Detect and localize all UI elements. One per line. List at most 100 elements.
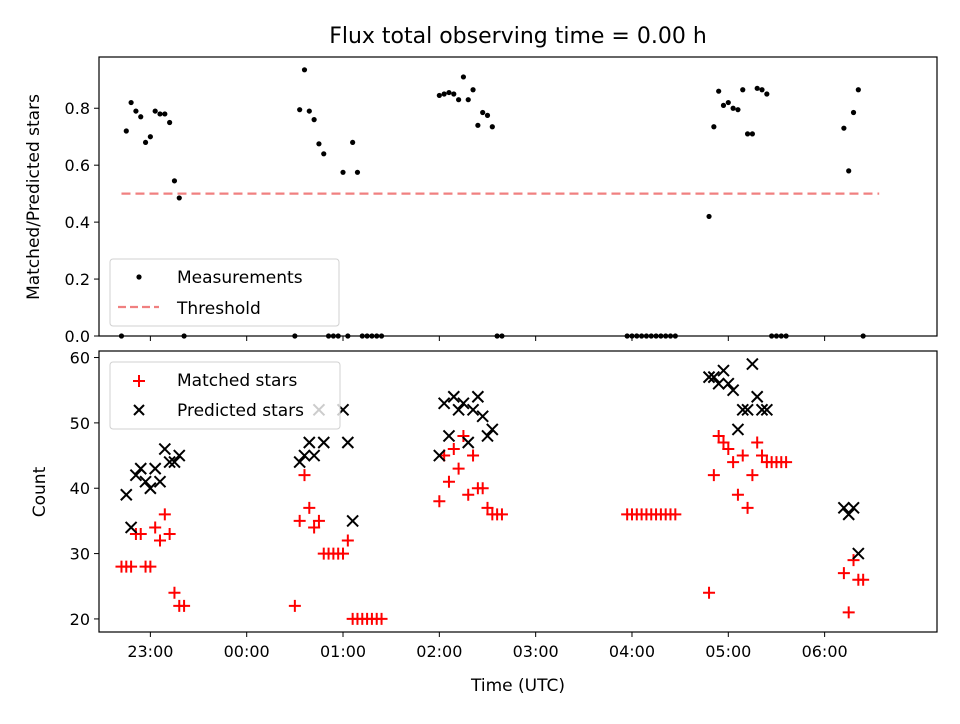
measurement-point [142,139,149,146]
predicted-star-point [471,390,485,403]
matched-star-point [154,534,167,547]
top-y-tick-label: 0.4 [65,213,90,232]
top-y-axis-label: Matched/Predicted stars [24,94,44,300]
predicted-star-point [731,423,745,436]
predicted-star-point [163,455,176,469]
predicted-star-point [707,370,721,384]
measurement-point [306,108,312,114]
matched-star-point [341,534,354,547]
predicted-star-point [144,482,157,495]
measurement-point [441,91,447,97]
matched-star-point [727,456,740,469]
matched-star-point [842,606,855,619]
measurement-point [171,178,178,184]
predicted-star-point [158,442,172,456]
predicted-star-point [746,357,759,371]
matched-star-point [125,560,138,573]
measurement-point [841,125,847,131]
legend-measurements-dot [136,274,142,280]
legend-matched-marker [133,375,145,387]
measurement-point [176,195,182,201]
matched-star-point [857,573,870,586]
measurement-point [744,131,751,137]
matched-star-point [717,436,730,449]
predicted-star-point [303,436,316,449]
top-legend: Measurements Threshold [109,258,340,327]
measurement-point [740,87,746,93]
measurement-point [162,111,168,117]
bottom-y-axis-label: Count [30,466,50,517]
measurement-point [138,114,144,120]
predicted-star-point [124,521,138,534]
matched-star-point [308,521,321,534]
matched-star-point [746,469,759,482]
predicted-star-point [755,403,769,417]
measurement-point [456,97,462,103]
matched-star-point [780,456,793,469]
top-y-tick-label: 0.0 [65,327,90,346]
x-tick-label: 01:00 [320,642,366,661]
predicted-star-point [847,501,860,515]
measurement-point [446,89,452,96]
predicted-star-point [317,436,330,449]
matched-star-point [337,547,350,560]
matched-star-point [462,488,475,501]
matched-star-point [433,495,446,508]
x-tick-label: 04:00 [609,642,655,661]
predicted-star-point [842,508,855,521]
measurement-point [480,109,486,116]
measurement-point [460,74,467,80]
legend-matched-label: Matched stars [177,371,297,391]
matched-star-point [457,429,470,442]
predicted-star-point [462,436,475,449]
predicted-star-point [486,423,499,436]
matched-star-point [288,599,301,612]
top-legend-box [109,258,340,327]
matched-star-point [375,612,388,625]
matched-star-point [707,469,720,482]
matched-star-point [736,449,749,462]
bottom-plot-frame [98,350,938,633]
predicted-star-point [148,462,162,475]
matched-star-point [452,462,465,475]
top-y-tick-label: 0.8 [65,99,90,118]
measurement-point [759,87,765,93]
measurement-point [321,151,327,157]
predicted-star-point [307,449,321,462]
measurement-point [720,102,727,108]
predicted-star-point [139,475,152,488]
legend-measurements-label: Measurements [177,268,303,288]
measurement-point [316,141,322,147]
predicted-star-point [153,475,167,488]
measurement-point [711,124,717,130]
predicted-star-point [837,501,851,515]
predicted-star-point [341,436,355,449]
measurement-point [764,91,770,97]
matched-star-point [298,469,311,482]
measurement-point [489,124,495,130]
measurement-point [465,97,471,103]
predicted-star-point [437,397,451,410]
matched-star-point [751,436,764,449]
measurement-point [484,112,491,118]
bottom-y-tick-label: 20 [70,610,90,629]
predicted-star-point [466,403,480,417]
predicted-star-point [852,547,865,560]
predicted-star-point [760,403,774,417]
predicted-star-point [750,390,764,403]
predicted-star-point [346,514,359,528]
measurement-point [350,139,356,146]
chart-title: Flux total observing time = 0.00 h [329,24,707,49]
matched-star-point [712,429,725,442]
predicted-star-point [712,377,725,390]
predicted-star-point [129,468,143,482]
predicted-star-point [433,449,446,462]
bottom-y-tick-label: 30 [70,545,90,564]
measurement-point [128,99,134,106]
matched-star-point [703,586,716,599]
predicted-star-point [293,455,306,469]
predicted-star-point [702,370,716,384]
matched-star-point [163,527,176,540]
matched-star-point [741,501,754,514]
